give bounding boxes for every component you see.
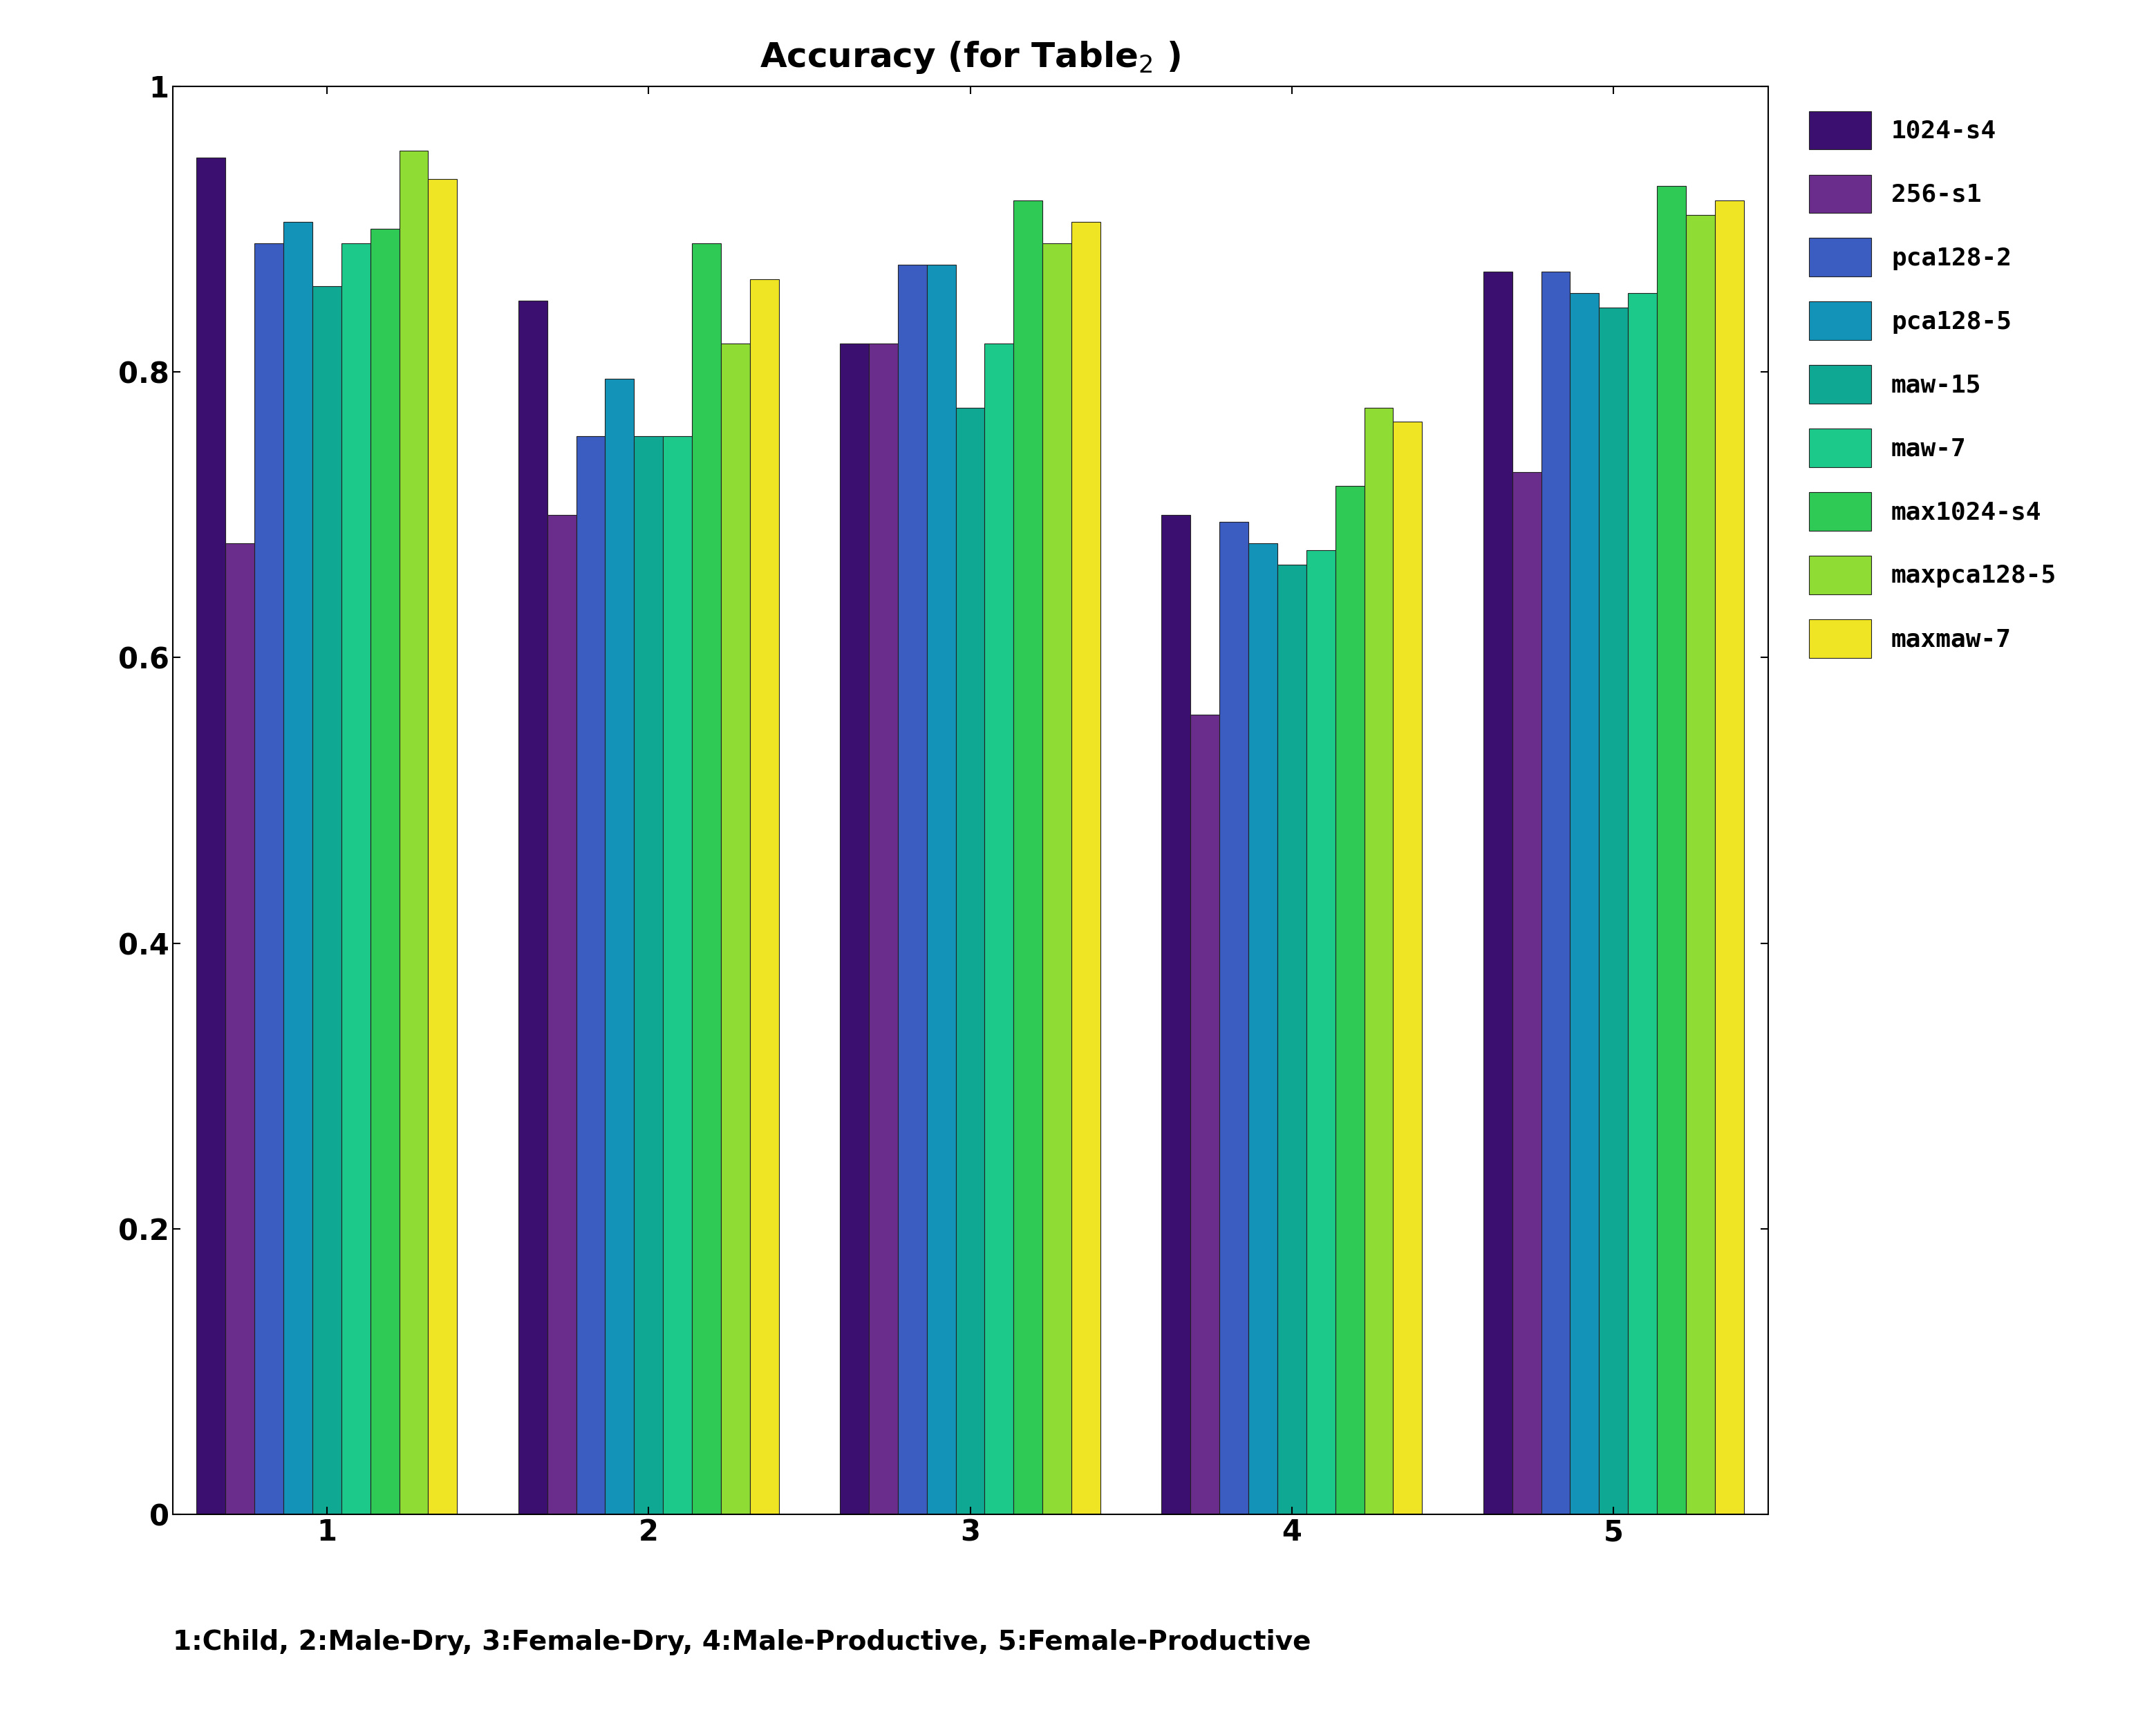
Bar xyxy=(985,342,1013,1514)
Bar xyxy=(720,342,750,1514)
Bar xyxy=(313,286,341,1514)
Bar xyxy=(226,544,254,1514)
Bar xyxy=(1542,272,1570,1514)
Bar xyxy=(1628,293,1658,1514)
Bar xyxy=(1190,714,1220,1514)
Bar xyxy=(1365,408,1393,1514)
Bar xyxy=(1044,243,1072,1514)
Bar xyxy=(1511,472,1542,1514)
Bar xyxy=(1162,515,1190,1514)
Bar xyxy=(1714,200,1744,1514)
Bar xyxy=(1570,293,1600,1514)
Bar xyxy=(664,435,692,1514)
Bar xyxy=(1248,544,1276,1514)
Bar xyxy=(1220,521,1248,1514)
Bar xyxy=(1658,186,1686,1514)
Bar xyxy=(371,229,399,1514)
Bar xyxy=(750,279,778,1514)
Bar xyxy=(1483,272,1511,1514)
Title: Accuracy (for Table$_2$ ): Accuracy (for Table$_2$ ) xyxy=(759,40,1181,76)
Bar xyxy=(282,222,313,1514)
Bar xyxy=(429,179,457,1514)
Bar xyxy=(1393,422,1423,1514)
Bar xyxy=(692,243,720,1514)
Bar xyxy=(1686,215,1714,1514)
Text: 1:Child, 2:Male-Dry, 3:Female-Dry, 4:Male-Productive, 5:Female-Productive: 1:Child, 2:Male-Dry, 3:Female-Dry, 4:Mal… xyxy=(172,1628,1311,1656)
Bar xyxy=(1600,308,1628,1514)
Bar xyxy=(841,342,869,1514)
Bar xyxy=(1307,551,1335,1514)
Bar xyxy=(927,265,955,1514)
Legend: 1024-s4, 256-s1, pca128-2, pca128-5, maw-15, maw-7, max1024-s4, maxpca128-5, max: 1024-s4, 256-s1, pca128-2, pca128-5, maw… xyxy=(1796,98,2070,669)
Bar xyxy=(399,150,429,1514)
Bar xyxy=(1335,485,1365,1514)
Bar xyxy=(1072,222,1100,1514)
Bar xyxy=(869,342,897,1514)
Bar xyxy=(1013,200,1044,1514)
Bar xyxy=(955,408,985,1514)
Bar xyxy=(254,243,282,1514)
Bar xyxy=(1276,564,1307,1514)
Bar xyxy=(517,299,548,1514)
Bar xyxy=(341,243,371,1514)
Bar xyxy=(196,158,226,1514)
Bar xyxy=(634,435,664,1514)
Bar xyxy=(897,265,927,1514)
Bar xyxy=(576,435,606,1514)
Bar xyxy=(606,379,634,1514)
Bar xyxy=(548,515,576,1514)
